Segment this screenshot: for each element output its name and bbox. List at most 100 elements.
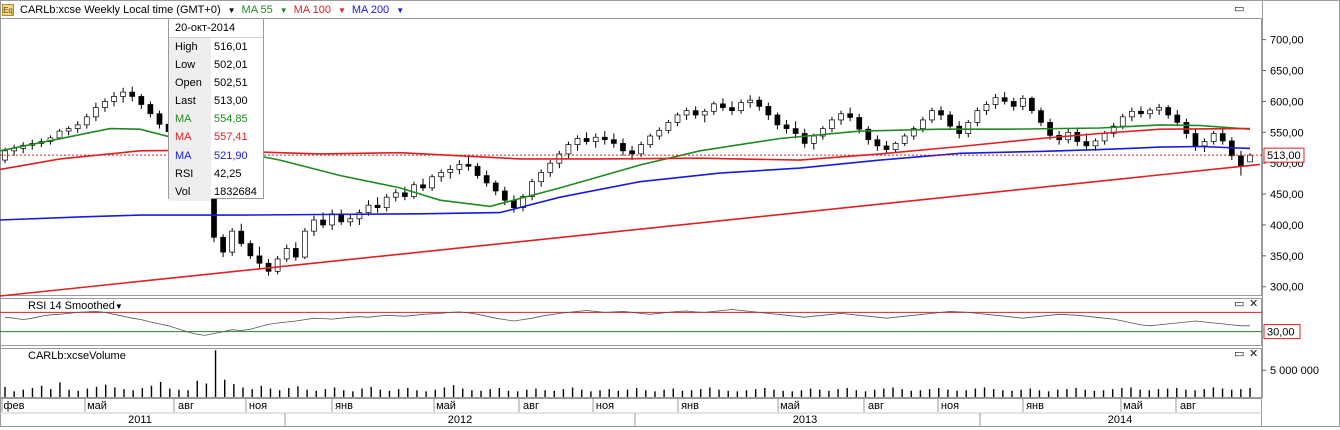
candle-body bbox=[747, 99, 754, 103]
candle-body bbox=[247, 243, 254, 257]
info-key: High bbox=[169, 38, 211, 57]
candle-body bbox=[1138, 110, 1144, 115]
candle-body bbox=[829, 119, 835, 129]
candle-body bbox=[1083, 141, 1090, 147]
info-key: RSI bbox=[169, 164, 211, 183]
info-row-ma100: MA 557,41 bbox=[169, 128, 263, 147]
candle-body bbox=[56, 130, 63, 139]
eq-icon[interactable]: Eq bbox=[2, 4, 14, 16]
info-key: MA bbox=[169, 110, 211, 129]
candle-body bbox=[1129, 110, 1135, 118]
x-tick-label: ноя bbox=[249, 400, 267, 412]
x-tick-label: май bbox=[780, 400, 800, 412]
last-price-badge bbox=[1263, 147, 1305, 163]
x-tick-label: янв bbox=[335, 400, 353, 412]
candle-body bbox=[1092, 140, 1099, 147]
candle-body bbox=[1010, 101, 1017, 107]
info-value: 557,41 bbox=[214, 131, 248, 144]
candle-body bbox=[1238, 155, 1244, 166]
chevron-down-icon[interactable]: ▼ bbox=[279, 5, 288, 15]
candle-body bbox=[847, 113, 853, 118]
info-key: Vol bbox=[169, 182, 211, 201]
x-tick-label: май bbox=[1123, 400, 1143, 412]
info-value: 502,01 bbox=[214, 59, 248, 72]
info-value: 502,51 bbox=[214, 77, 248, 90]
chevron-down-icon[interactable]: ▼ bbox=[337, 5, 346, 15]
x-tick-label: авг bbox=[523, 400, 539, 412]
pane-frame bbox=[0, 298, 1262, 346]
x-tick-label: авг bbox=[868, 400, 884, 412]
chevron-down-icon[interactable]: ▼ bbox=[114, 302, 123, 311]
symbol-label[interactable]: CARLb:xcse Weekly Local time (GMT+0) bbox=[20, 4, 221, 16]
candle-body bbox=[701, 110, 708, 116]
candle-body bbox=[1174, 114, 1181, 123]
rsi-value-label: 30,00 bbox=[1267, 327, 1295, 339]
candle-body bbox=[420, 184, 426, 189]
candle-body bbox=[402, 192, 408, 197]
candle-body bbox=[665, 122, 672, 131]
pane-frame bbox=[0, 348, 1262, 398]
rsi-title-text[interactable]: RSI 14 Smoothed bbox=[28, 300, 115, 312]
candle-body bbox=[1156, 107, 1162, 111]
x-tick-label: фев bbox=[3, 400, 24, 412]
candle-body bbox=[919, 119, 926, 129]
chevron-down-icon[interactable]: ▼ bbox=[227, 5, 236, 15]
candle-body bbox=[838, 113, 844, 121]
candle-body bbox=[274, 258, 281, 272]
candle-body bbox=[311, 219, 317, 232]
candle-body bbox=[302, 230, 308, 258]
year-label: 2013 bbox=[793, 414, 817, 426]
y-tick-label: 650,00 bbox=[1270, 66, 1304, 78]
maximize-icon[interactable]: ▭ bbox=[1234, 348, 1245, 360]
close-icon[interactable]: ✕ bbox=[1249, 298, 1259, 310]
ma55-legend[interactable]: MA 55 bbox=[241, 4, 273, 16]
candle-body bbox=[583, 138, 590, 142]
info-value: 1832684 bbox=[214, 185, 257, 198]
candle-body bbox=[65, 128, 72, 132]
candle-body bbox=[820, 128, 826, 137]
info-key: Open bbox=[169, 74, 211, 93]
x-tick-label: май bbox=[87, 400, 107, 412]
info-key: Last bbox=[169, 92, 211, 111]
candle-body bbox=[1183, 122, 1190, 134]
candle-body bbox=[474, 165, 481, 176]
candle-body bbox=[501, 190, 508, 201]
y-tick-label: 600,00 bbox=[1270, 96, 1304, 108]
info-value: 521,90 bbox=[214, 149, 248, 162]
info-key: MA bbox=[169, 128, 211, 147]
candle-body bbox=[856, 117, 863, 130]
y-tick-label: 5 000 000 bbox=[1270, 365, 1319, 377]
info-row-low: Low 502,01 bbox=[169, 56, 263, 75]
candle-body bbox=[965, 122, 972, 134]
candle-body bbox=[647, 135, 654, 145]
ma100-legend[interactable]: MA 100 bbox=[293, 4, 331, 16]
info-row-high: High 516,01 bbox=[169, 38, 263, 57]
year-label: 2014 bbox=[1108, 414, 1132, 426]
info-row-vol: Vol 1832684 bbox=[169, 182, 263, 201]
candle-body bbox=[483, 175, 490, 184]
candle-body bbox=[601, 136, 608, 141]
ma200-legend[interactable]: MA 200 bbox=[351, 4, 390, 16]
candle-body bbox=[1210, 133, 1217, 142]
candle-body bbox=[347, 218, 354, 223]
candle-body bbox=[901, 135, 908, 144]
chevron-down-icon[interactable]: ▼ bbox=[396, 5, 405, 15]
candle-body bbox=[1074, 131, 1081, 142]
candle-body bbox=[720, 103, 726, 108]
chart-header: Eq CARLb:xcse Weekly Local time (GMT+0) ▼… bbox=[2, 2, 404, 18]
candle-body bbox=[692, 110, 699, 116]
candle-body bbox=[1110, 125, 1117, 134]
maximize-icon[interactable]: ▭ bbox=[1234, 298, 1245, 310]
candle-body bbox=[620, 143, 626, 152]
maximize-icon[interactable]: ▭ bbox=[1234, 3, 1245, 15]
rsi-pane-title[interactable]: RSI 14 Smoothed▼ bbox=[28, 300, 123, 312]
close-icon[interactable]: ✕ bbox=[1249, 348, 1259, 360]
candle-body bbox=[874, 139, 881, 147]
candle-body bbox=[638, 144, 644, 155]
candle-body bbox=[810, 135, 817, 144]
candle-body bbox=[565, 144, 572, 155]
candle-body bbox=[156, 113, 163, 125]
candle-body bbox=[492, 182, 499, 192]
